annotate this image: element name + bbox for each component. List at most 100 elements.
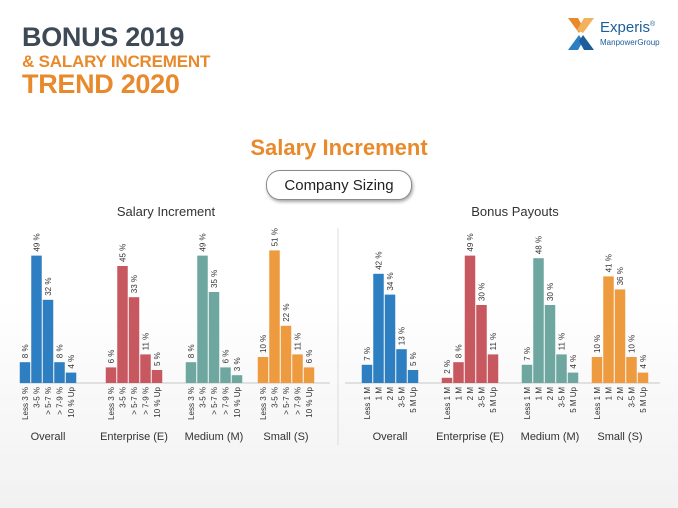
tick-label: 3-5 % xyxy=(271,387,280,408)
logo-name: Experis xyxy=(600,19,651,36)
company-sizing-label: Company Sizing xyxy=(266,170,412,200)
group-label: Small (S) xyxy=(597,431,642,443)
header-title-line3: TREND 2020 xyxy=(22,69,180,99)
tick-label: Less 3 % xyxy=(187,387,196,420)
chart-title: Bonus Payouts xyxy=(471,204,559,219)
data-label: 49 % xyxy=(33,233,42,251)
chart-title: Salary Increment xyxy=(117,204,216,219)
bar xyxy=(208,292,220,383)
data-label: 7 % xyxy=(363,347,372,361)
tick-label: 5 M Up xyxy=(569,386,578,412)
tick-label: 1 M xyxy=(605,387,614,401)
data-label: 4 % xyxy=(639,355,648,369)
tick-label: 2 M xyxy=(386,387,395,401)
data-label: 34 % xyxy=(386,272,395,290)
tick-label: 3-5 M xyxy=(398,387,407,408)
group-label: Overall xyxy=(373,431,408,443)
tick-label: > 5-7 % xyxy=(282,387,291,415)
tick-label: 2 M xyxy=(616,387,625,401)
bar xyxy=(487,354,499,383)
data-label: 13 % xyxy=(398,327,407,345)
tick-label: 1 M xyxy=(535,387,544,401)
bar xyxy=(65,372,77,383)
bar xyxy=(128,297,140,383)
bar xyxy=(140,354,151,383)
data-label: 42 % xyxy=(375,252,384,270)
data-label: 49 % xyxy=(199,233,208,251)
logo-trademark: ® xyxy=(650,21,656,28)
bar xyxy=(407,370,419,383)
bar xyxy=(521,364,533,383)
tick-label: > 7-9 % xyxy=(294,387,303,415)
data-label: 8 % xyxy=(56,344,65,358)
tick-label: > 5-7 % xyxy=(210,387,219,415)
bar xyxy=(567,372,579,383)
data-label: 49 % xyxy=(466,233,475,251)
tick-label: 10 % Up xyxy=(153,386,162,417)
tick-label: 3-5 % xyxy=(119,387,128,408)
bar xyxy=(361,364,373,383)
data-label: 41 % xyxy=(605,254,614,272)
bar xyxy=(544,305,556,383)
group-label: Enterprise (E) xyxy=(436,431,504,443)
data-label: 10 % xyxy=(593,335,602,353)
data-label: 10 % xyxy=(259,335,268,353)
bar xyxy=(603,276,614,383)
data-label: 4 % xyxy=(569,355,578,369)
bar xyxy=(303,367,315,383)
bar xyxy=(280,325,292,383)
tick-label: Less 3 % xyxy=(21,387,30,420)
bar xyxy=(396,349,407,383)
group-label: Medium (M) xyxy=(185,431,244,443)
header-title-line1: BONUS 2019 xyxy=(22,22,185,52)
data-label: 11 % xyxy=(294,333,303,351)
tick-label: 1 M xyxy=(455,387,464,401)
tick-label: 10 % Up xyxy=(233,386,242,417)
logo-subtitle: ManpowerGroup xyxy=(600,38,660,47)
tick-label: Less 1 M xyxy=(593,387,602,420)
group-label: Medium (M) xyxy=(521,431,580,443)
data-label: 11 % xyxy=(489,333,498,351)
bar xyxy=(591,357,603,383)
group-label: Small (S) xyxy=(263,431,308,443)
data-label: 33 % xyxy=(130,275,139,293)
data-label: 48 % xyxy=(535,236,544,254)
tick-label: > 7-9 % xyxy=(56,387,65,415)
group-label: Enterprise (E) xyxy=(100,431,168,443)
bar xyxy=(105,367,117,383)
bar xyxy=(384,294,396,383)
data-label: 10 % xyxy=(628,335,637,353)
tick-label: Less 1 M xyxy=(363,387,372,420)
bar xyxy=(556,354,567,383)
tick-label: 5 M Up xyxy=(639,386,648,412)
bar xyxy=(151,370,163,383)
tick-label: 10 % Up xyxy=(67,386,76,417)
bar xyxy=(269,250,280,383)
tick-label: 5 M Up xyxy=(409,386,418,412)
bar xyxy=(614,289,626,383)
tick-label: > 5-7 % xyxy=(130,387,139,415)
experis-x-icon xyxy=(568,18,594,50)
data-label: 11 % xyxy=(558,333,567,351)
data-label: 30 % xyxy=(546,283,555,301)
bar xyxy=(19,362,31,383)
data-label: 35 % xyxy=(210,270,219,288)
data-label: 8 % xyxy=(21,344,30,358)
data-label: 2 % xyxy=(443,360,452,374)
bar xyxy=(31,255,42,383)
bar xyxy=(464,255,476,383)
data-label: 4 % xyxy=(67,355,76,369)
tick-label: 3-5 M xyxy=(478,387,487,408)
data-label: 5 % xyxy=(409,352,418,366)
tick-label: > 5-7 % xyxy=(44,387,53,415)
data-label: 22 % xyxy=(282,304,291,322)
data-label: 6 % xyxy=(107,350,116,364)
data-label: 45 % xyxy=(119,244,128,262)
tick-label: Less 3 % xyxy=(259,387,268,420)
tick-label: 3-5 % xyxy=(199,387,208,408)
experis-logo: Experis® ManpowerGroup xyxy=(566,16,666,56)
tick-label: 3-5 % xyxy=(33,387,42,408)
data-label: 51 % xyxy=(271,228,280,246)
